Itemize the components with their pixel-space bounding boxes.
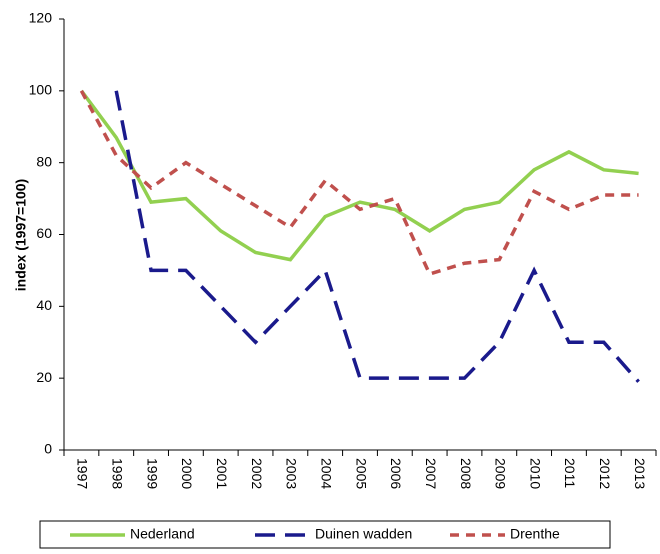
x-tick-label: 2002 [249,458,265,489]
y-tick-label: 40 [36,297,52,313]
x-tick-label: 2011 [562,458,578,488]
legend-label: Nederland [130,526,195,542]
x-tick-label: 2003 [284,458,300,489]
y-tick-label: 0 [44,441,52,457]
x-tick-label: 2010 [527,458,543,489]
x-tick-label: 2012 [597,458,613,489]
y-tick-label: 60 [36,225,52,241]
legend-label: Drenthe [510,526,560,542]
legend-box [39,520,611,549]
x-tick-label: 2013 [632,458,648,489]
x-tick-label: 1998 [110,458,126,489]
x-tick-label: 1999 [144,458,160,489]
y-tick-label: 100 [29,82,53,98]
series-line [79,90,639,277]
x-tick-label: 2006 [388,458,404,489]
legend-label: Duinen wadden [315,526,412,542]
series-line [114,90,640,383]
x-tick-label: 2008 [458,458,474,489]
x-tick-label: 2004 [318,458,334,489]
series-line [80,89,639,262]
y-tick-label: 80 [36,153,52,169]
x-tick-label: 2007 [423,458,439,489]
x-tick-label: 2000 [179,458,195,489]
y-axis-label: index (1997=100) [13,179,29,291]
y-tick-label: 20 [36,369,52,385]
y-tick-label: 120 [29,10,53,26]
x-tick-label: 2009 [493,458,509,489]
x-tick-label: 2005 [353,458,369,489]
x-tick-label: 1997 [75,458,91,489]
x-tick-label: 2001 [214,458,230,489]
